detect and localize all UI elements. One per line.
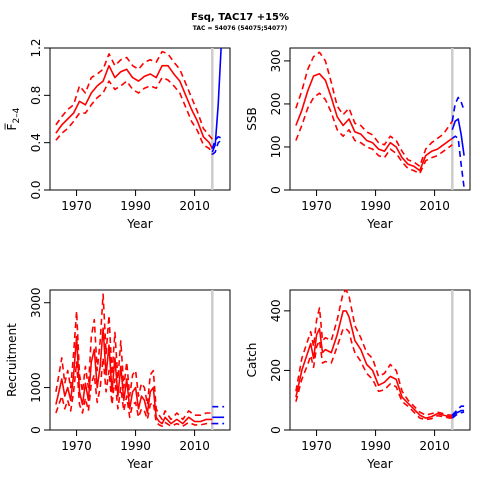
catch-forecast-forecast-upper-line [451, 405, 465, 416]
fbar-series-estimate-line [55, 64, 214, 149]
catch-plot-frame [289, 289, 471, 431]
catch-panel: 1970 1990 2010 0 200 400 Year Catch [245, 289, 471, 471]
ssb-series-estimate-line [295, 73, 453, 172]
recruitment-x-tick-label: 1970 [61, 439, 92, 453]
recruitment-series-upper-line [55, 293, 213, 421]
recruitment-x-tick-label: 2010 [179, 439, 210, 453]
ssb-series-upper-line [295, 51, 453, 168]
fbar-y-axis-label-subscript: 2–4 [12, 107, 22, 123]
catch-x-tick-label: 1990 [360, 439, 391, 453]
catch-y-axis-label: Catch [245, 343, 259, 378]
ssb-y-tick-label: 0 [269, 186, 283, 194]
catch-series-upper-line [295, 289, 453, 416]
ssb-x-axis-label: Year [366, 217, 392, 231]
catch-series-estimate-line [295, 310, 453, 419]
figure-title: Fsq, TAC17 +15% [191, 12, 289, 23]
fbar-series-lower-line [55, 76, 214, 155]
fbar-plot-frame [49, 47, 231, 191]
fbar-y-tick-label: 0.8 [29, 86, 43, 105]
catch-x-tick-label: 2010 [419, 439, 450, 453]
ssb-y-tick-label: 200 [269, 92, 283, 115]
fbar-y-tick-label: 0.0 [29, 180, 43, 199]
recruitment-y-axis-label: Recruitment [5, 323, 19, 397]
catch-series-lower-line [295, 327, 453, 421]
fbar-x-axis-label: Year [126, 217, 152, 231]
recruitment-panel: 1970 1990 2010 0 1000 3000 Year Recruitment [5, 287, 231, 471]
ssb-y-axis-label: SSB [245, 107, 259, 130]
recruitment-x-axis-label: Year [126, 457, 152, 471]
ssb-forecast-forecast-upper-line [451, 96, 465, 122]
fbar-forecast-forecast-upper-line [211, 136, 222, 149]
ssb-panel: 1970 1990 2010 0 100 200 300 Year SSB [245, 47, 471, 231]
ssb-x-tick-label: 2010 [419, 199, 450, 213]
recruitment-series-estimate-line [55, 327, 213, 425]
fbar-forecast-forecast-line [211, 47, 222, 153]
fbar-y-axis-label: F̅2–4 [4, 107, 22, 130]
fbar-y-tick-label: 0.4 [29, 133, 43, 152]
ssb-forecast-forecast-line [451, 118, 465, 156]
ssb-y-tick-label: 300 [269, 49, 283, 72]
ssb-series-lower-line [295, 92, 453, 175]
recruitment-y-tick-label: 1000 [29, 372, 43, 403]
catch-forecast-forecast-line [451, 409, 465, 418]
fbar-x-tick-label: 2010 [179, 199, 210, 213]
recruitment-plot-frame [49, 289, 231, 431]
catch-forecast-forecast-lower-line [451, 411, 465, 419]
fbar-x-tick-label: 1990 [120, 199, 151, 213]
recruitment-y-tick-label: 3000 [29, 287, 43, 318]
fbar-forecast-forecast-lower-line [211, 139, 222, 156]
recruitment-x-tick-label: 1990 [120, 439, 151, 453]
catch-y-tick-label: 0 [269, 426, 283, 434]
recruitment-y-tick-label: 0 [29, 426, 43, 434]
fbar-y-tick-label: 1.2 [29, 38, 43, 57]
recruitment-series-lower-line [55, 357, 213, 428]
catch-x-tick-label: 1970 [301, 439, 332, 453]
fbar-panel: 1970 1990 2010 0.0 0.4 0.8 1.2 Year F̅2–4 [4, 38, 231, 231]
ssb-y-tick-label: 100 [269, 136, 283, 159]
fbar-x-tick-label: 1970 [61, 199, 92, 213]
figure-subtitle: TAC = 54076 (54075;54077) [193, 25, 288, 32]
catch-y-tick-label: 200 [269, 359, 283, 382]
ssb-plot-frame [289, 47, 471, 191]
ssb-forecast-forecast-lower-line [451, 135, 465, 188]
catch-y-tick-label: 400 [269, 299, 283, 322]
fbar-series-upper-line [55, 50, 213, 140]
ssb-x-tick-label: 1990 [360, 199, 391, 213]
catch-x-axis-label: Year [366, 457, 392, 471]
ssb-x-tick-label: 1970 [301, 199, 332, 213]
